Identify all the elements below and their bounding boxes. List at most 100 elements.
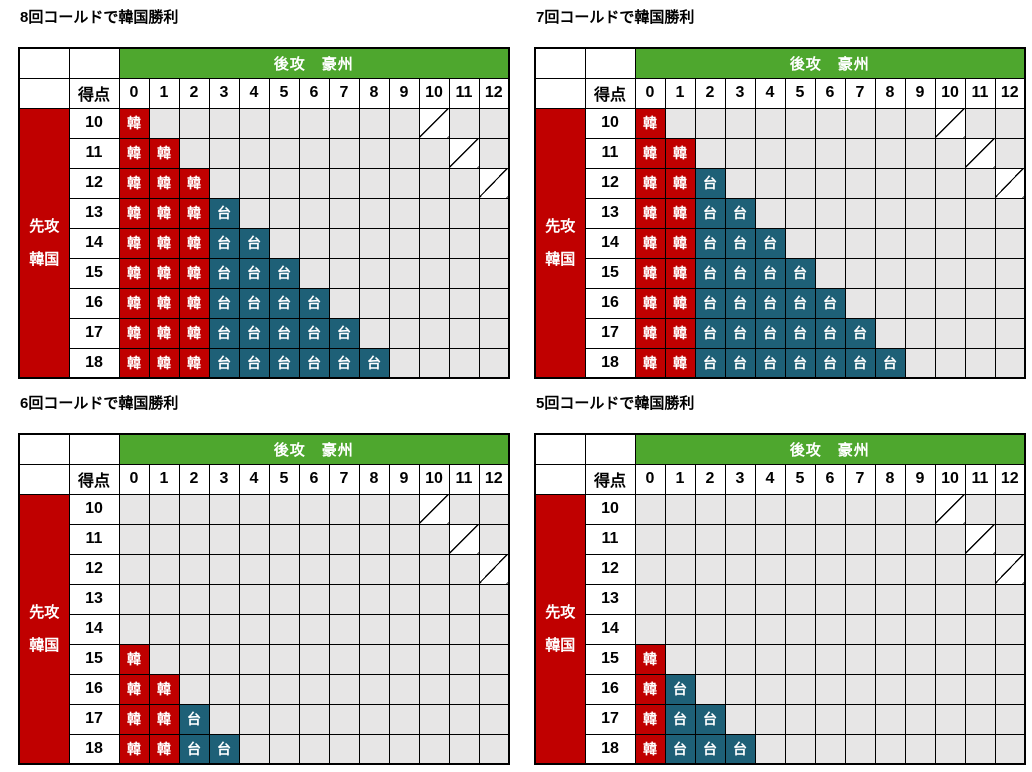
cell-empty [268, 197, 300, 229]
cell-empty [874, 673, 906, 705]
cell-korea-win: 韓 [178, 347, 210, 379]
cell-empty [814, 197, 846, 229]
cell-korea-win: 韓 [178, 287, 210, 319]
cell-empty [448, 257, 480, 289]
cell-empty [814, 227, 846, 259]
cell-empty [784, 643, 816, 675]
cell-empty [418, 583, 450, 615]
cell-empty [178, 493, 210, 525]
cell-empty [694, 137, 726, 169]
table-container: 後攻 豪州 得点 0 1 2 3 4 5 6 7 8 9 10 11 12 先攻 韓国 10 韓 11 韓韓 12 韓韓台 1… [534, 47, 1032, 379]
cell-empty [328, 733, 360, 765]
cell-empty [994, 287, 1026, 319]
cell-empty [448, 703, 480, 735]
cell-opponent-win: 台 [664, 673, 696, 705]
cell-empty [994, 733, 1026, 765]
cell-empty [238, 493, 270, 525]
cell-opponent-win: 台 [784, 287, 816, 319]
row-score-cell: 14 [584, 227, 636, 259]
cell-empty [814, 493, 846, 525]
cell-empty [694, 613, 726, 645]
cell-empty [238, 583, 270, 615]
cell-korea-win: 韓 [148, 317, 180, 349]
cell-empty [418, 287, 450, 319]
cell-empty [388, 167, 420, 199]
cell-opponent-win: 台 [268, 257, 300, 289]
cell-opponent-win: 台 [724, 227, 756, 259]
cell-opponent-win: 台 [268, 317, 300, 349]
cell-korea-win: 韓 [634, 733, 666, 765]
cell-empty [754, 703, 786, 735]
table-title: 5回コールドで韓国勝利 [536, 395, 695, 412]
cell-empty [118, 613, 150, 645]
cell-empty [328, 583, 360, 615]
cell-empty [448, 493, 480, 525]
column-score-cell: 1 [664, 77, 696, 109]
cell-empty [268, 643, 300, 675]
cell-empty [844, 257, 876, 289]
cell-empty [664, 553, 696, 585]
cell-empty [754, 673, 786, 705]
cell-empty [964, 703, 996, 735]
cell-empty [784, 167, 816, 199]
row-score-cell: 17 [68, 317, 120, 349]
cell-korea-win: 韓 [118, 137, 150, 169]
cell-korea-win: 韓 [118, 167, 150, 199]
cell-empty [664, 583, 696, 615]
cell-empty [904, 317, 936, 349]
column-score-cell: 9 [904, 463, 936, 495]
row-score-cell: 10 [68, 107, 120, 139]
row-score-cell: 14 [68, 613, 120, 645]
cell-empty [964, 197, 996, 229]
cell-empty [964, 287, 996, 319]
cell-opponent-win: 台 [814, 317, 846, 349]
column-score-cell: 10 [934, 77, 966, 109]
cell-korea-win: 韓 [118, 673, 150, 705]
column-score-cell: 1 [148, 77, 180, 109]
cell-empty [694, 107, 726, 139]
cell-empty [904, 553, 936, 585]
cell-empty [268, 493, 300, 525]
cell-empty [238, 167, 270, 199]
cell-opponent-win: 台 [328, 347, 360, 379]
cell-empty [148, 613, 180, 645]
cell-empty [478, 493, 510, 525]
column-score-cell: 7 [844, 463, 876, 495]
cell-empty [328, 523, 360, 555]
cell-empty [328, 227, 360, 259]
column-score-cell: 6 [298, 77, 330, 109]
home-header-line: 韓国 [29, 636, 60, 654]
cell-opponent-win: 台 [208, 317, 240, 349]
row-score-cell: 17 [584, 317, 636, 349]
cell-empty [268, 553, 300, 585]
cell-empty [844, 673, 876, 705]
cell-empty [964, 733, 996, 765]
cell-empty [178, 613, 210, 645]
cell-empty [478, 673, 510, 705]
cell-empty [148, 107, 180, 139]
cell-empty [724, 643, 756, 675]
cell-empty [298, 613, 330, 645]
cell-empty [358, 673, 390, 705]
scenario-block-5th-inning: 5回コールドで韓国勝利 後攻 豪州 得点 0 1 2 3 4 5 6 7 8 9 10 11 12 先攻 韓国 1… [516, 386, 1032, 772]
cell-empty [694, 493, 726, 525]
cell-korea-win: 韓 [118, 317, 150, 349]
row-score-cell: 11 [584, 137, 636, 169]
cell-opponent-win: 台 [298, 347, 330, 379]
cell-empty [388, 523, 420, 555]
cell-empty [784, 553, 816, 585]
corner-blank-cell [18, 77, 70, 109]
cell-korea-win: 韓 [148, 257, 180, 289]
column-score-cell: 5 [784, 77, 816, 109]
cell-empty [358, 317, 390, 349]
cell-opponent-win: 台 [208, 227, 240, 259]
row-score-cell: 16 [68, 287, 120, 319]
cell-empty [478, 287, 510, 319]
cell-empty [874, 137, 906, 169]
cell-empty [418, 553, 450, 585]
cell-empty [994, 493, 1026, 525]
cell-korea-win: 韓 [178, 257, 210, 289]
row-score-cell: 11 [584, 523, 636, 555]
cell-empty [238, 613, 270, 645]
cell-empty [964, 347, 996, 379]
